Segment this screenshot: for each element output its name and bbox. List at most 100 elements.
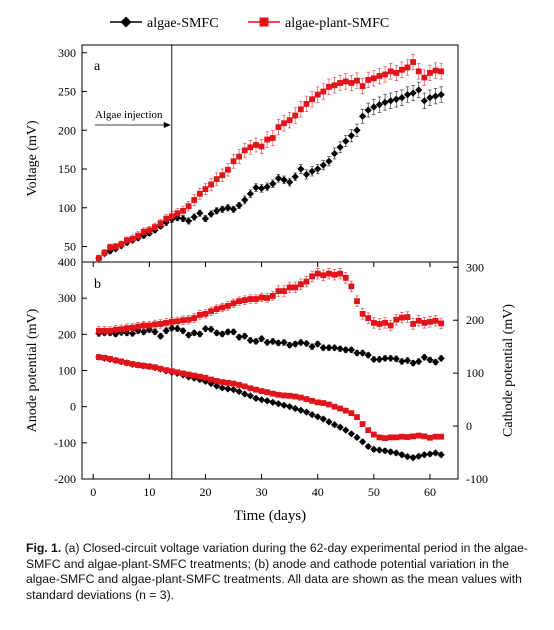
- data-point: [208, 376, 214, 383]
- data-point: [381, 98, 389, 106]
- data-point: [213, 378, 220, 384]
- data-point: [229, 386, 238, 394]
- data-point: [128, 329, 137, 338]
- data-point: [246, 336, 254, 344]
- data-point: [174, 369, 181, 376]
- x-tick-label: 30: [256, 485, 268, 499]
- data-point: [438, 320, 445, 327]
- y2-tick-label: -100: [466, 472, 488, 486]
- data-point: [247, 296, 254, 302]
- data-point: [168, 213, 175, 220]
- data-point: [263, 183, 271, 191]
- data-point: [438, 68, 445, 75]
- data-point: [432, 67, 439, 74]
- data-point: [337, 270, 344, 277]
- data-point: [95, 354, 102, 361]
- data-point: [180, 370, 186, 377]
- data-point: [213, 207, 221, 215]
- data-point: [269, 292, 276, 299]
- data-point: [359, 83, 366, 89]
- data-point: [253, 386, 259, 393]
- data-point: [253, 142, 259, 148]
- data-point: [180, 317, 186, 324]
- data-point: [393, 434, 400, 441]
- data-point: [398, 433, 405, 440]
- data-point: [426, 450, 434, 458]
- data-point: [437, 354, 445, 362]
- data-point: [269, 337, 277, 345]
- data-point: [112, 326, 119, 333]
- data-point: [258, 294, 265, 301]
- data-point: [152, 224, 158, 231]
- data-point: [393, 316, 400, 323]
- data-point: [241, 297, 248, 304]
- data-point: [427, 318, 433, 325]
- y2-tick-label: 300: [466, 260, 484, 274]
- data-point: [219, 379, 226, 385]
- data-point: [257, 335, 266, 343]
- data-point: [112, 243, 119, 250]
- data-point: [112, 357, 119, 364]
- data-point: [376, 321, 383, 327]
- data-point: [387, 354, 395, 362]
- data-point: [213, 176, 220, 182]
- y-axis-label-b: Anode potential (mV): [25, 308, 40, 432]
- data-point: [410, 433, 417, 440]
- data-point: [292, 112, 299, 119]
- data-point: [292, 393, 299, 400]
- data-point: [308, 411, 316, 419]
- data-point: [202, 374, 209, 381]
- data-point: [353, 433, 361, 442]
- data-point: [303, 101, 310, 107]
- caption-label: Fig. 1.: [26, 541, 62, 555]
- data-point: [393, 70, 400, 76]
- data-point: [168, 324, 176, 332]
- data-point: [387, 68, 394, 75]
- data-point: [264, 136, 271, 143]
- y-tick-label: 300: [58, 291, 76, 305]
- data-point: [376, 434, 383, 441]
- data-point: [252, 394, 260, 402]
- data-point: [337, 80, 344, 86]
- data-point: [218, 205, 226, 213]
- data-point: [180, 207, 186, 214]
- data-point: [348, 283, 355, 290]
- figure-caption: Fig. 1. (a) Closed-circuit voltage varia…: [26, 541, 538, 603]
- data-point: [152, 321, 158, 328]
- data-point: [224, 204, 232, 212]
- data-point: [118, 326, 125, 333]
- data-point: [168, 318, 175, 325]
- data-point: [403, 452, 412, 461]
- data-point: [269, 398, 277, 406]
- data-point: [403, 91, 412, 99]
- data-point: [330, 149, 339, 158]
- data-point: [146, 363, 153, 370]
- data-point: [185, 316, 192, 323]
- data-point: [325, 418, 333, 426]
- x-tick-label: 10: [143, 485, 155, 499]
- data-point: [308, 167, 316, 175]
- data-point: [358, 349, 367, 357]
- data-point: [336, 143, 344, 151]
- data-point: [330, 421, 339, 429]
- data-point: [297, 406, 305, 414]
- data-point: [185, 371, 192, 378]
- data-point: [101, 327, 108, 334]
- x-tick-label: 50: [368, 485, 380, 499]
- data-point: [375, 355, 384, 363]
- data-point: [118, 241, 125, 248]
- data-point: [381, 354, 389, 362]
- panel-a-voltage-chart: 50 100 150 200 250 300 a Algae injection Voltage…: [25, 44, 459, 479]
- caption-text: (a) Closed-circuit voltage variation dur…: [26, 541, 528, 602]
- data-point: [174, 318, 181, 325]
- data-point: [314, 399, 321, 406]
- data-point: [297, 106, 304, 113]
- data-point: [354, 298, 360, 305]
- x-tick-label: 60: [424, 485, 436, 499]
- data-point: [426, 94, 434, 102]
- y2-tick-label: 0: [466, 419, 472, 433]
- data-point: [241, 196, 249, 204]
- legend-label: algae-SMFC: [147, 16, 219, 31]
- data-point: [421, 433, 428, 440]
